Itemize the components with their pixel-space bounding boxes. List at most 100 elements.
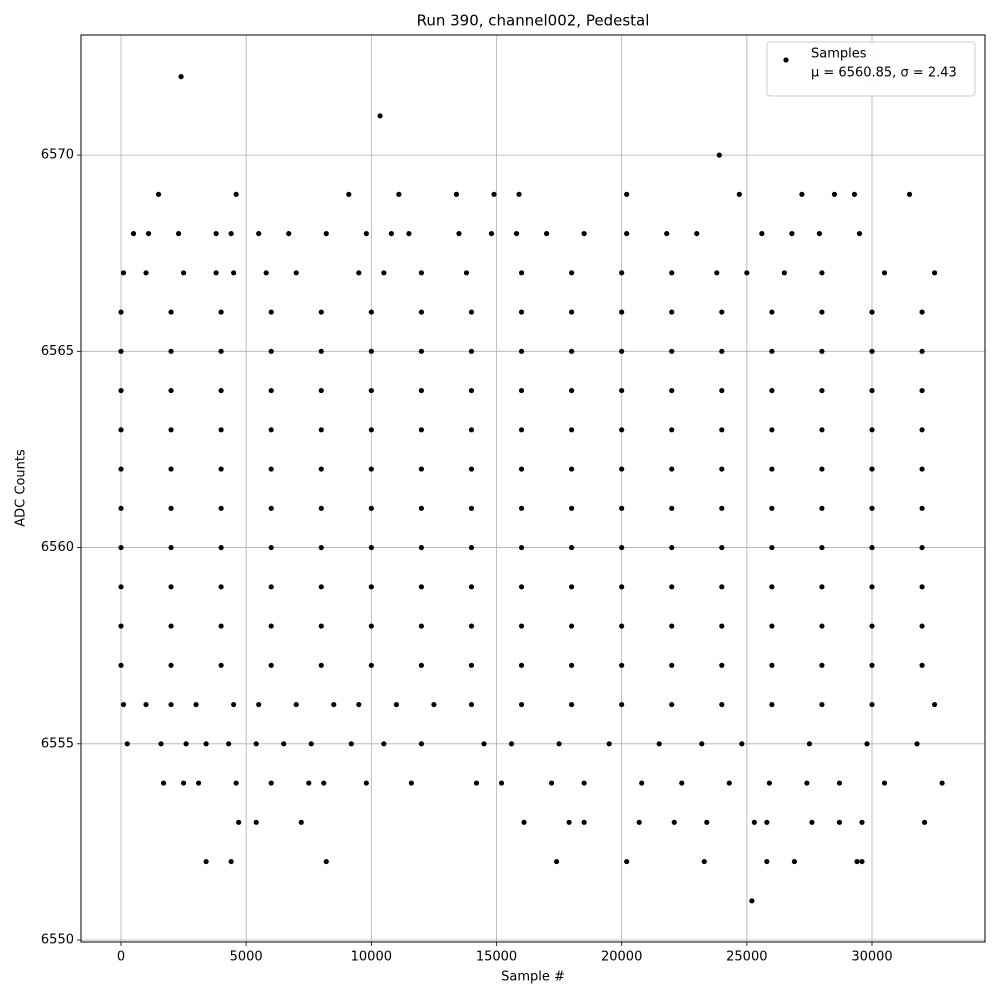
point [468, 427, 475, 433]
point [281, 741, 287, 747]
point [468, 387, 475, 394]
point [831, 191, 838, 197]
point [856, 230, 863, 237]
point [869, 427, 875, 433]
point [714, 270, 720, 276]
plot-points [118, 74, 945, 904]
plot-frame [80, 34, 986, 943]
point [669, 584, 675, 590]
point [518, 387, 525, 394]
x-tick-label: 25000 [726, 950, 767, 965]
point [566, 819, 572, 825]
point [931, 701, 938, 708]
point [253, 819, 259, 825]
point [158, 741, 164, 747]
point [669, 544, 675, 551]
point [919, 387, 925, 394]
point [363, 780, 369, 786]
point [120, 270, 127, 276]
point [671, 819, 677, 825]
x-tick-label: 30000 [851, 950, 892, 965]
point [293, 270, 299, 276]
point [318, 662, 324, 668]
point [268, 623, 274, 629]
point [168, 584, 174, 590]
point [233, 780, 239, 786]
point [348, 741, 354, 747]
point [508, 741, 515, 747]
point [619, 544, 625, 551]
point [716, 152, 722, 158]
point [619, 309, 625, 315]
point [819, 387, 825, 394]
point [569, 584, 575, 590]
point [521, 819, 527, 825]
point [518, 505, 525, 511]
point [719, 505, 725, 511]
point [919, 662, 925, 668]
point [518, 662, 525, 668]
legend-marker [783, 57, 789, 63]
point [323, 858, 329, 865]
point [203, 858, 209, 865]
legend-box [766, 41, 976, 97]
point [381, 270, 387, 276]
point [859, 819, 865, 825]
legend-label: Samples [811, 47, 867, 62]
y-tick-label: 6560 [41, 540, 74, 555]
point [218, 309, 224, 315]
point [869, 623, 875, 629]
point [468, 466, 475, 472]
point [769, 466, 775, 472]
point [669, 427, 675, 433]
y-tick-label: 6550 [41, 933, 74, 948]
point [914, 741, 920, 747]
point [869, 584, 875, 590]
point [819, 348, 825, 354]
point [218, 623, 224, 629]
point [869, 309, 875, 315]
point [553, 858, 560, 865]
point [869, 662, 875, 668]
point [468, 701, 475, 708]
point [346, 191, 352, 197]
point [619, 623, 625, 629]
point [203, 741, 209, 747]
point [619, 584, 625, 590]
point [236, 819, 242, 825]
point [368, 387, 374, 394]
point [368, 348, 374, 354]
point [624, 230, 630, 237]
point [669, 701, 675, 708]
point [581, 230, 587, 237]
point [331, 701, 337, 708]
point [569, 701, 575, 708]
point [368, 309, 374, 315]
point [418, 584, 425, 590]
point [118, 662, 124, 668]
point [268, 309, 274, 315]
point [468, 623, 475, 629]
point [664, 230, 670, 237]
point [906, 191, 913, 197]
point [819, 544, 825, 551]
point [513, 230, 520, 237]
point [804, 780, 810, 786]
point [431, 701, 437, 708]
point [569, 270, 575, 276]
point [393, 701, 399, 708]
point [619, 466, 625, 472]
point [268, 427, 274, 433]
point [881, 780, 888, 786]
point [919, 427, 925, 433]
point [218, 505, 224, 511]
point [388, 230, 394, 237]
point [183, 741, 189, 747]
point [864, 741, 870, 747]
point [881, 270, 888, 276]
point [919, 466, 925, 472]
point [556, 741, 562, 747]
point [669, 623, 675, 629]
point [318, 544, 324, 551]
point [516, 191, 522, 197]
